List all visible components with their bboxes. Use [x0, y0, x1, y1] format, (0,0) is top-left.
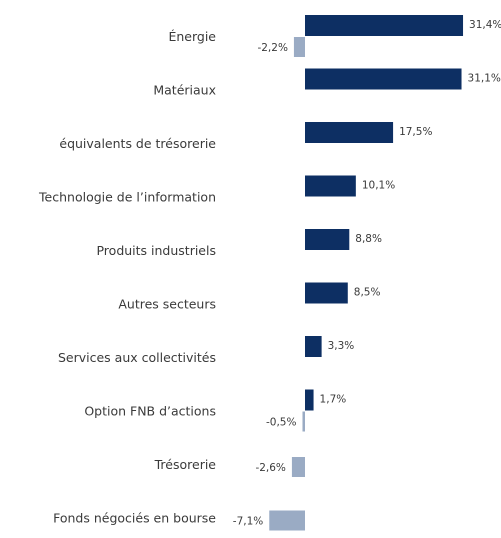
bar-value-label: 8,5% — [354, 287, 381, 299]
category-label: Énergie — [168, 29, 216, 44]
bar-value-label: -2,6% — [255, 462, 285, 474]
bar-negative — [291, 457, 305, 477]
category-label: Produits industriels — [96, 243, 216, 258]
bar-value-label: -2,2% — [257, 42, 287, 54]
bar-positive — [305, 389, 314, 411]
category-label: Autres secteurs — [118, 297, 216, 312]
bar-negative — [293, 37, 305, 57]
bar-value-label: 31,4% — [469, 19, 501, 31]
bar-value-label: 10,1% — [362, 180, 395, 192]
bar-negative — [269, 510, 305, 531]
category-label: Trésorerie — [154, 457, 217, 472]
bar-value-label: 3,3% — [328, 340, 355, 352]
category-label: Services aux collectivités — [58, 350, 216, 365]
category-label: Matériaux — [153, 83, 216, 98]
category-label: Fonds négociés en bourse — [53, 511, 216, 526]
bar-negative — [302, 411, 305, 432]
bar-value-label: -0,5% — [266, 417, 296, 429]
bar-positive — [305, 175, 356, 197]
bar-value-label: -7,1% — [233, 516, 263, 528]
bar-positive — [305, 282, 348, 304]
bar-value-label: 1,7% — [320, 394, 347, 406]
category-label: Technologie de l’information — [38, 190, 216, 205]
bar-value-label: 31,1% — [468, 73, 501, 85]
category-label: équivalents de trésorerie — [59, 136, 216, 151]
category-label: Option FNB d’actions — [84, 404, 216, 419]
bar-positive — [305, 336, 322, 357]
bar-value-label: 17,5% — [399, 126, 432, 138]
bar-positive — [305, 229, 350, 250]
bar-value-label: 8,8% — [355, 233, 382, 245]
bar-positive — [305, 68, 462, 90]
bar-positive — [305, 15, 464, 36]
bar-positive — [305, 122, 394, 143]
